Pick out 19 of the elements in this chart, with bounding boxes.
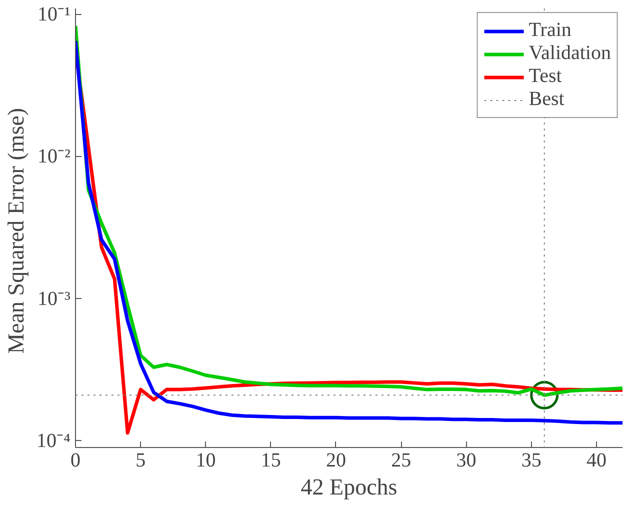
x-tick-label: 20 xyxy=(326,450,346,472)
legend-label: Test xyxy=(528,65,562,88)
ref-line-label: Best xyxy=(528,88,564,111)
x-tick-label: 30 xyxy=(456,450,476,472)
y-tick-label: 10⁻² xyxy=(38,146,71,168)
x-tick-label: 25 xyxy=(391,450,412,472)
y-tick-label: 10⁻¹ xyxy=(38,3,71,26)
legend-label: Validation xyxy=(528,42,611,65)
legend-label: Train xyxy=(528,19,572,42)
y-tick-label: 10⁻³ xyxy=(38,288,71,310)
x-tick-label: 5 xyxy=(136,450,146,472)
x-tick-label: 10 xyxy=(196,450,216,472)
x-tick-label: 0 xyxy=(70,450,80,472)
x-axis-title: 42 Epochs xyxy=(300,474,398,500)
x-tick-label: 15 xyxy=(260,450,281,472)
y-tick-label: 10⁻⁴ xyxy=(36,430,71,452)
y-axis-title: Mean Squared Error (mse) xyxy=(4,108,29,354)
x-tick-label: 35 xyxy=(521,450,542,472)
x-tick-label: 40 xyxy=(586,450,606,472)
